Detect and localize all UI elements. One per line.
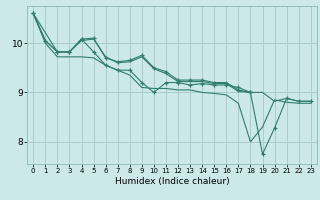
X-axis label: Humidex (Indice chaleur): Humidex (Indice chaleur) [115,177,229,186]
